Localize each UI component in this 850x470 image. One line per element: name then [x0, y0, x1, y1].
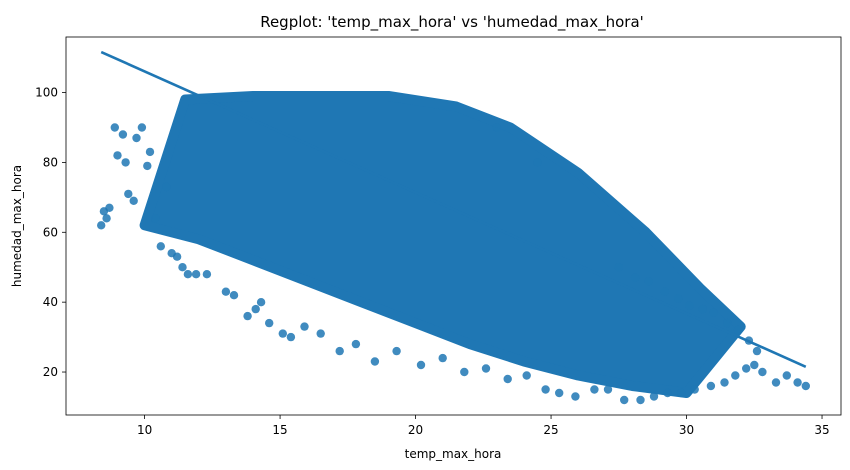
data-point: [110, 123, 120, 132]
data-point: [690, 385, 699, 394]
data-point: [782, 371, 791, 380]
data-point: [256, 298, 266, 307]
axes-frame: [65, 36, 842, 416]
data-point: [162, 182, 171, 192]
y-tick-label: 40: [43, 295, 58, 309]
data-point: [614, 263, 623, 272]
data-point: [723, 318, 732, 328]
data-point: [243, 311, 252, 321]
data-point: [124, 189, 133, 199]
data-point: [105, 203, 114, 212]
x-tick-label: 10: [137, 423, 152, 437]
data-point: [118, 130, 128, 139]
data-point: [676, 388, 686, 398]
data-point: [129, 196, 138, 205]
y-tick-label: 80: [43, 155, 58, 169]
data-point: [674, 294, 683, 303]
y-axis: 20 40 60 80 100: [35, 86, 66, 379]
data-point: [636, 395, 645, 405]
data-point: [251, 304, 260, 314]
plot-area: [97, 50, 810, 405]
y-tick-label: 60: [43, 225, 58, 239]
data-point: [481, 364, 491, 373]
data-point: [229, 291, 239, 300]
data-point: [752, 346, 762, 356]
data-point: [801, 381, 810, 391]
data-point: [316, 329, 325, 338]
x-axis: 10 15 20 25 30 35: [137, 415, 830, 437]
data-point: [758, 367, 767, 377]
data-point: [522, 371, 531, 380]
data-point: [709, 308, 718, 317]
data-point: [793, 378, 802, 387]
data-point: [97, 221, 106, 230]
data-point: [733, 325, 743, 335]
y-tick-label: 20: [43, 365, 58, 379]
data-point: [183, 270, 193, 279]
data-point: [698, 304, 707, 314]
data-point: [438, 353, 447, 363]
data-point: [137, 123, 147, 132]
data-point: [571, 392, 580, 401]
data-point: [492, 123, 502, 132]
data-point: [351, 339, 361, 349]
data-point: [742, 364, 751, 373]
data-point: [265, 318, 274, 328]
data-point: [151, 214, 160, 223]
data-point: [706, 381, 716, 391]
data-point: [191, 270, 201, 279]
y-tick-label: 100: [35, 86, 58, 100]
x-axis-label: temp_max_hora: [405, 447, 502, 461]
data-point: [533, 158, 542, 167]
data-point: [172, 252, 182, 261]
data-point: [370, 357, 380, 366]
data-point: [416, 360, 426, 370]
data-point: [156, 242, 165, 251]
data-point: [620, 395, 629, 405]
data-point: [630, 273, 640, 282]
data-point: [113, 151, 122, 160]
data-point: [720, 378, 729, 387]
x-tick-label: 15: [272, 423, 287, 437]
data-point: [503, 374, 512, 384]
x-tick-label: 35: [814, 423, 829, 437]
data-point: [660, 287, 670, 296]
data-point: [145, 147, 155, 157]
data-point: [278, 329, 287, 338]
data-point: [221, 287, 231, 296]
data-point: [460, 367, 469, 377]
data-point: [771, 378, 781, 387]
data-point: [663, 388, 672, 398]
data-point: [102, 214, 111, 223]
data-point: [300, 322, 309, 331]
data-point: [750, 360, 759, 370]
data-point: [590, 385, 599, 394]
data-point: [644, 277, 653, 286]
point-cloud: [139, 91, 746, 398]
chart-title: Regplot: 'temp_max_hora' vs 'humedad_max…: [260, 13, 644, 32]
data-point: [731, 371, 740, 380]
regression-line: [100, 50, 807, 368]
data-point: [286, 332, 296, 342]
x-tick-label: 20: [408, 423, 423, 437]
data-point: [121, 158, 130, 167]
data-point: [335, 346, 344, 356]
data-point: [603, 385, 613, 394]
data-point: [132, 133, 141, 143]
data-point: [685, 301, 694, 310]
data-point: [541, 385, 550, 394]
data-point: [143, 161, 152, 171]
data-point: [178, 263, 187, 272]
y-axis-label: humedad_max_hora: [10, 165, 24, 287]
data-point: [392, 346, 401, 356]
data-point: [202, 270, 212, 279]
x-tick-label: 30: [679, 423, 694, 437]
data-point: [555, 388, 564, 398]
data-point: [649, 392, 659, 401]
x-tick-label: 25: [543, 423, 558, 437]
